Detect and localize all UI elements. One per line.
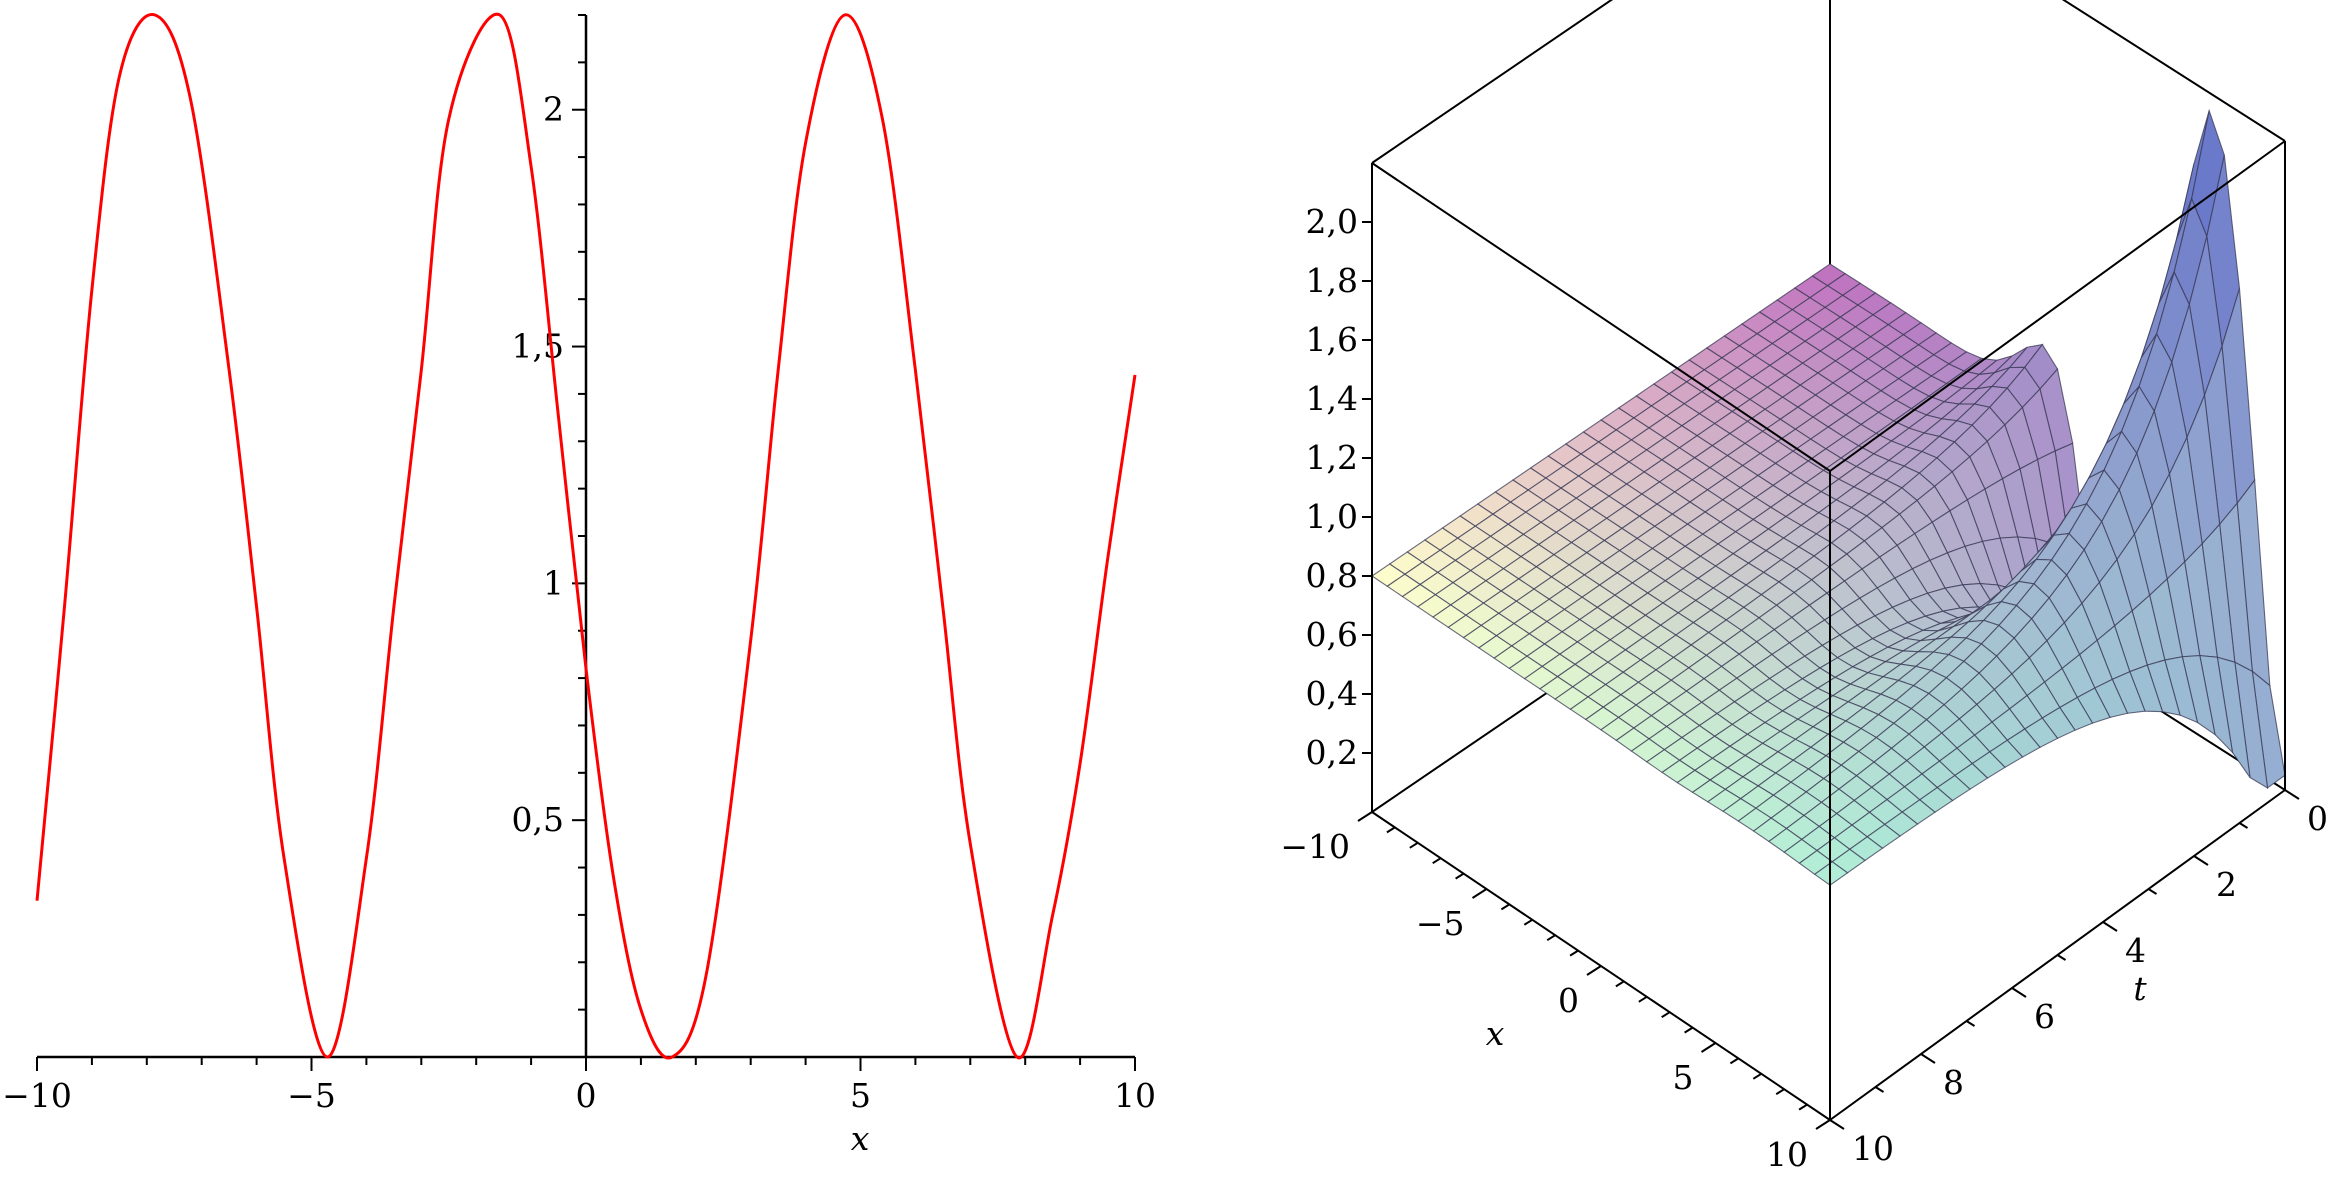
surface-x-minor-tick: [1661, 1011, 1671, 1019]
surface-t-minor-tick: [2147, 888, 2158, 895]
surface-t-major-tick: [2284, 789, 2300, 800]
surface-x-minor-tick: [1752, 1072, 1762, 1080]
surface-t-minor-tick: [1965, 1020, 1976, 1027]
surface-x-minor-tick: [1775, 1088, 1785, 1096]
surface-x-minor-tick: [1684, 1026, 1694, 1034]
z-tick-label: 0,2: [1306, 733, 1358, 772]
line-chart-ticks: −10 −5 0 5 10 0,5 1 1,5 2: [2, 14, 1156, 1115]
x-axis-label: x: [851, 1119, 870, 1158]
surface-x-minor-tick: [1386, 826, 1396, 834]
surface-x-tick-label: 5: [1673, 1058, 1694, 1097]
x-tick-label: 0: [576, 1076, 597, 1115]
surface-x-tick-label: −10: [1280, 827, 1350, 866]
surface-chart: 0,2 0,4 0,6 0,8 1,0 1,2 1,4 1,6 1,8 2,0 −10 −5 0 5 10 0…: [1280, 0, 2328, 1174]
x-tick-label: 5: [850, 1076, 871, 1115]
surface-t-minor-tick: [2056, 954, 2067, 961]
surface-t-minor-tick: [2238, 822, 2249, 829]
surface-x-major-tick: [1357, 811, 1373, 822]
line-chart-series: [35, 12, 1137, 1060]
surface-t-major-tick: [2193, 855, 2209, 866]
surface-x-major-tick: [1700, 1042, 1717, 1053]
surface-x-axis-label: x: [1486, 1014, 1505, 1053]
y-tick-label: 1,5: [512, 327, 564, 366]
surface-x-minor-tick: [1500, 903, 1510, 911]
y-tick-label: 2: [543, 90, 564, 129]
z-tick-label: 2,0: [1306, 202, 1358, 241]
surface-x-minor-tick: [1569, 949, 1579, 957]
surface-t-major-tick: [1829, 1119, 1845, 1130]
line-chart: −10 −5 0 5 10 0,5 1 1,5 2 x: [2, 12, 1156, 1158]
surface-x-tick-label: −5: [1416, 904, 1465, 943]
z-tick-label: 0,4: [1306, 674, 1358, 713]
surface-t-major-tick: [2102, 921, 2118, 932]
x-tick-label: −10: [2, 1076, 72, 1115]
surface-t-minor-tick: [1874, 1086, 1885, 1093]
box-edge: [1371, 162, 1831, 472]
surface-x-minor-tick: [1455, 872, 1465, 880]
z-tick-label: 1,4: [1306, 379, 1358, 418]
surface-x-tick-label: 10: [1766, 1135, 1808, 1174]
surface-x-major-tick: [1471, 888, 1488, 899]
surface-t-tick-label: 10: [1852, 1129, 1894, 1168]
surface-t-tick-label: 8: [1943, 1063, 1964, 1102]
surface-mesh: [1371, 108, 2286, 886]
surface-t-tick-label: 2: [2216, 865, 2237, 904]
y-tick-label: 0,5: [512, 800, 564, 839]
surface-x-minor-tick: [1729, 1057, 1739, 1065]
series-line: [35, 12, 1137, 1060]
surface-x-minor-tick: [1546, 934, 1556, 942]
surface-t-major-tick: [1920, 1053, 1936, 1064]
surface-t-axis-label: t: [2133, 969, 2147, 1008]
z-tick-label: 1,0: [1306, 497, 1358, 536]
box-edge: [2061, 0, 2286, 142]
surface-x-minor-tick: [1409, 841, 1419, 849]
surface-x-minor-tick: [1638, 995, 1648, 1003]
surface-t-tick-label: 6: [2034, 997, 2055, 1036]
surface-x-tick-label: 0: [1558, 981, 1579, 1020]
x-tick-label: −5: [287, 1076, 336, 1115]
x-tick-label: 10: [1114, 1076, 1156, 1115]
z-tick-label: 1,8: [1306, 261, 1358, 300]
z-tick-label: 1,6: [1306, 320, 1358, 359]
z-tick-label: 0,6: [1306, 615, 1358, 654]
surface-t-tick-label: 4: [2125, 931, 2146, 970]
box-edge: [1371, 0, 1614, 164]
z-tick-label: 1,2: [1306, 438, 1358, 477]
surface-x-major-tick: [1815, 1119, 1831, 1130]
z-tick-label: 0,8: [1306, 556, 1358, 595]
surface-t-major-tick: [2011, 987, 2027, 998]
surface-x-major-tick: [1586, 965, 1602, 976]
surface-x-minor-tick: [1798, 1103, 1808, 1111]
surface-ticks: 0,2 0,4 0,6 0,8 1,0 1,2 1,4 1,6 1,8 2,0 −10 −5 0 5 10 0…: [1280, 202, 2328, 1174]
surface-x-minor-tick: [1523, 918, 1533, 926]
surface-t-tick-label: 0: [2307, 799, 2328, 838]
box-edge: [1829, 140, 2286, 472]
y-tick-label: 1: [543, 563, 564, 602]
surface-x-minor-tick: [1615, 980, 1625, 988]
surface-x-minor-tick: [1432, 857, 1442, 865]
